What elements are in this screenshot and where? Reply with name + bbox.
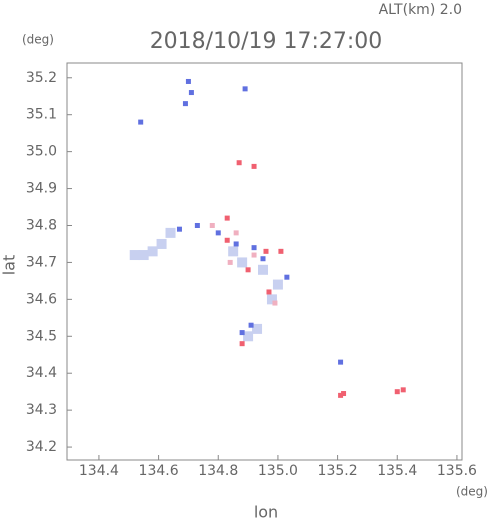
altitude-label: ALT(km) 2.0 [379,2,462,18]
radar-echo [239,330,245,336]
y-tick-label: 34.7 [26,254,57,270]
radar-echo [209,222,215,228]
radar-echo [224,215,230,221]
y-tick-label: 34.4 [26,365,57,381]
x-tick-label: 134.4 [79,463,119,479]
radar-echo [266,294,277,305]
radar-echo [248,322,254,328]
radar-echo [227,259,233,265]
y-tick-label: 34.3 [26,402,57,418]
radar-echo [400,387,406,393]
radar-echo [242,86,248,92]
radar-echo [129,250,140,261]
radar-echo [341,391,347,397]
x-tick-label: 134.8 [198,463,238,479]
radar-echo [251,163,257,169]
radar-echo [215,230,221,236]
x-tick-label: 135.6 [437,463,477,479]
radar-echo [338,392,344,398]
y-unit: (deg) [22,33,54,47]
radar-echo [138,250,149,261]
radar-echo [338,359,344,365]
radar-echo [272,300,278,306]
radar-echo [263,248,269,254]
radar-echo [156,238,167,249]
x-tick-label: 135.2 [318,463,358,479]
radar-echo [182,101,188,107]
radar-echo [251,252,257,258]
radar-echo [138,119,144,125]
radar-echo [252,323,263,334]
y-tick-label: 35.1 [26,107,57,123]
x-tick-label: 134.6 [139,463,179,479]
y-tick-label: 34.6 [26,291,57,307]
y-tick-label: 35.0 [26,144,57,160]
radar-echo [224,237,230,243]
radar-echo [245,267,251,273]
radar-echo [228,246,239,257]
y-axis-label: lat [0,255,19,276]
radar-echo [236,160,242,166]
radar-echo [239,341,245,347]
radar-echo [233,230,239,236]
y-tick-label: 35.2 [26,70,57,86]
radar-echo [284,274,290,280]
radar-echo [278,248,284,254]
x-axis-label: lon [254,503,278,521]
radar-echo [233,241,239,247]
radar-echo [176,226,182,232]
radar-echo [188,90,194,96]
y-tick-label: 34.2 [26,439,57,455]
radar-echo [251,245,257,251]
x-tick-label: 135.4 [377,463,417,479]
radar-echo [237,257,248,268]
y-tick-label: 34.8 [26,217,57,233]
radar-echo [185,78,191,84]
chart-title: 2018/10/19 17:27:00 [150,29,383,54]
radar-echo [243,331,254,342]
radar-echo [165,227,176,238]
radar-echo [147,246,158,257]
radar-echo [260,256,266,262]
radar-echo [258,264,269,275]
radar-echo [272,279,283,290]
radar-echo [194,222,200,228]
x-unit: (deg) [456,485,488,499]
radar-echo [266,289,272,295]
y-tick-label: 34.9 [26,181,57,197]
plot-frame [66,62,463,461]
radar-echo [394,389,400,395]
y-tick-label: 34.5 [26,328,57,344]
x-tick-label: 135.0 [258,463,298,479]
